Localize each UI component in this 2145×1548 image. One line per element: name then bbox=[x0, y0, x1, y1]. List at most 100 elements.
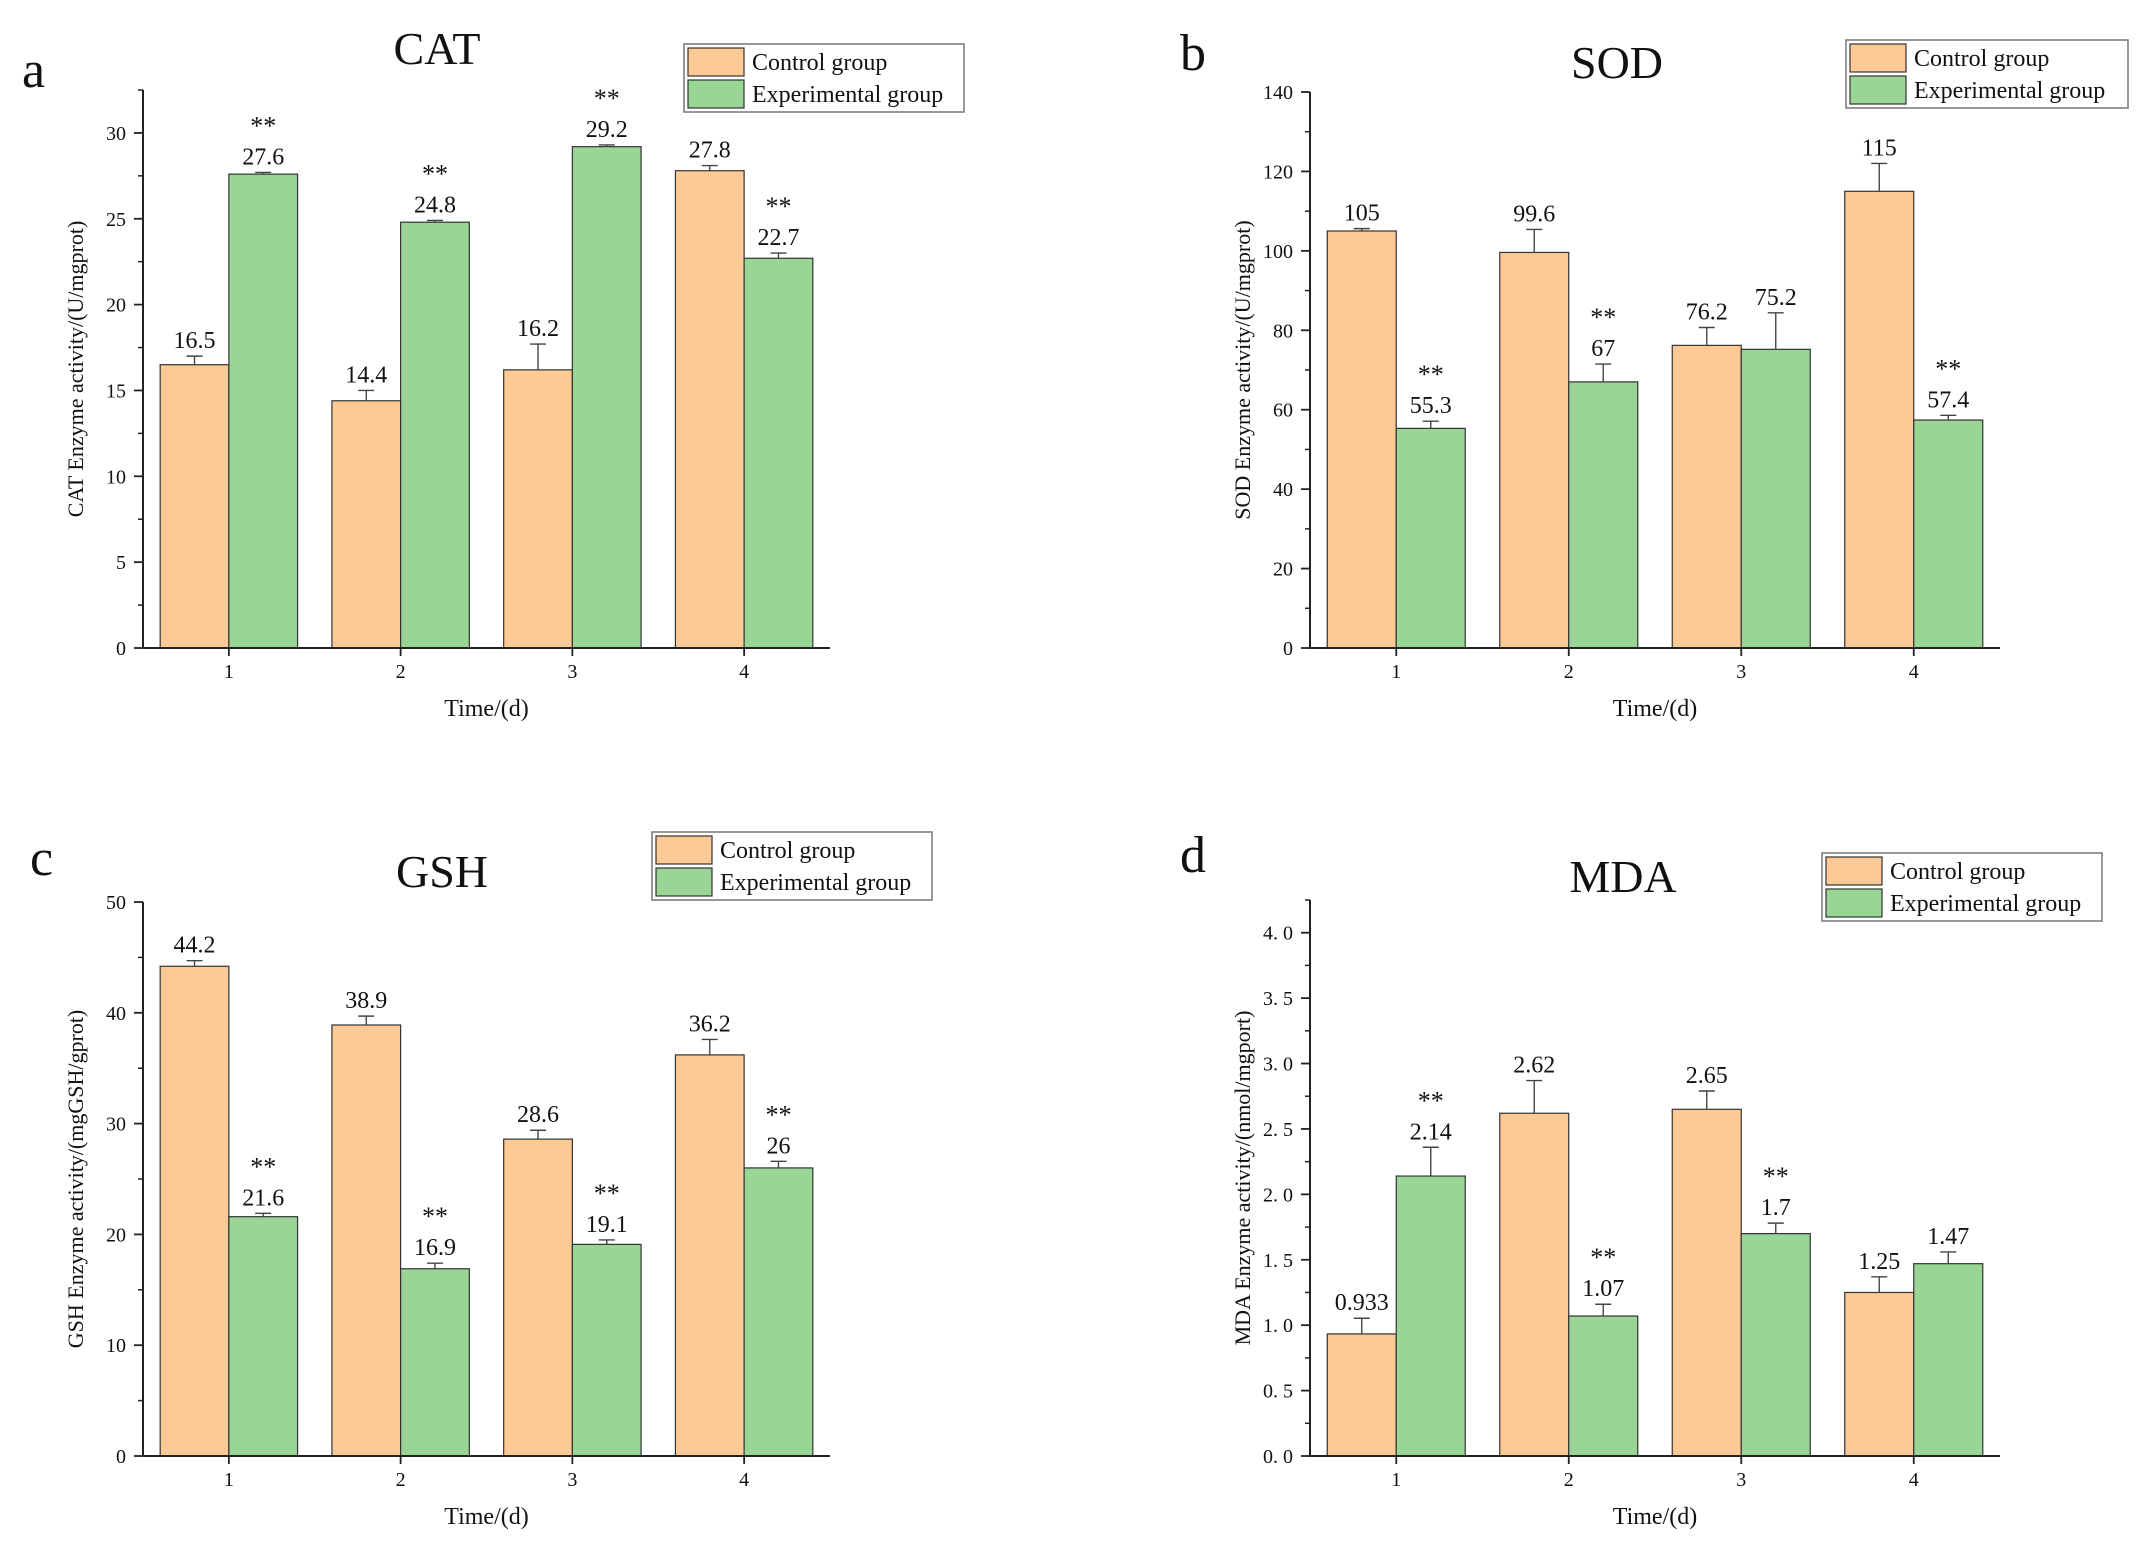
legend-label: Experimental group bbox=[1914, 78, 2105, 104]
x-tick-label: 1 bbox=[224, 661, 234, 683]
bar-experimental-day-4 bbox=[743, 1167, 814, 1457]
x-tick-label: 1 bbox=[1391, 661, 1401, 683]
error-bar bbox=[1595, 363, 1612, 382]
error-bar bbox=[1353, 227, 1370, 231]
error-bar bbox=[358, 1015, 375, 1025]
error-bar bbox=[701, 164, 718, 171]
y-tick-label: 5 bbox=[116, 552, 126, 574]
y-tick-label: 50 bbox=[106, 892, 126, 914]
value-label: 28.6 bbox=[517, 1102, 559, 1128]
bar-control-day-4 bbox=[674, 1054, 745, 1457]
error-bar bbox=[1767, 1222, 1784, 1234]
significance-mark: ** bbox=[1418, 360, 1444, 389]
bar-experimental-day-4 bbox=[1913, 419, 1984, 649]
y-tick-label: 100 bbox=[1263, 241, 1293, 263]
bar-experimental-day-4 bbox=[1913, 1263, 1984, 1457]
y-tick-label: 30 bbox=[106, 1114, 126, 1136]
value-label: 38.9 bbox=[345, 988, 387, 1014]
value-label: 16.2 bbox=[517, 316, 559, 342]
error-bar bbox=[598, 144, 615, 147]
bar-experimental-day-2 bbox=[400, 1268, 470, 1457]
y-tick-label: 1. 5 bbox=[1263, 1250, 1293, 1272]
x-axis-label: Time/(d) bbox=[1613, 1504, 1697, 1530]
significance-mark: ** bbox=[1590, 1243, 1616, 1272]
bar-experimental-day-3 bbox=[1740, 348, 1811, 649]
bar-experimental-day-3 bbox=[1740, 1232, 1811, 1457]
legend-label: Experimental group bbox=[752, 82, 943, 108]
error-bar bbox=[701, 1038, 718, 1055]
error-bar bbox=[770, 1160, 787, 1168]
legend-swatch-control bbox=[1849, 43, 1907, 73]
y-tick-label: 3. 5 bbox=[1263, 988, 1293, 1010]
bar-control-day-2 bbox=[1499, 251, 1570, 649]
y-tick-label: 0. 0 bbox=[1263, 1446, 1293, 1468]
y-axis-label: GSH Enzyme activity/(mgGSH/gprot) bbox=[63, 1010, 88, 1349]
legend: Control group Experimental group bbox=[1845, 39, 2129, 109]
bar-control-day-4 bbox=[1844, 190, 1915, 649]
value-label: 21.6 bbox=[242, 1185, 284, 1211]
chart-panel-d: d MDA 0. 0 0. 5 1. 0 1. 5 2. 0 2. 5 3. 0 3. 5 4. 0… bbox=[1180, 827, 2103, 1530]
value-label: 2.65 bbox=[1686, 1063, 1728, 1089]
value-label: 27.8 bbox=[689, 138, 731, 164]
significance-mark: ** bbox=[250, 1152, 276, 1181]
error-bar bbox=[1698, 1090, 1715, 1110]
bar-control-day-3 bbox=[503, 369, 573, 649]
y-tick-label: 80 bbox=[1273, 320, 1293, 342]
chart-panel-a: a CAT 0 5 10 15 20 25 30 CAT Enzyme activity/(U/m… bbox=[22, 23, 965, 722]
y-tick-label: 20 bbox=[106, 295, 126, 317]
value-label: 1.7 bbox=[1761, 1195, 1791, 1221]
value-label: 26 bbox=[766, 1133, 790, 1159]
y-axis-label: CAT Enzyme activity/(U/mgprot) bbox=[63, 221, 88, 518]
error-bar bbox=[530, 343, 547, 370]
error-bar bbox=[426, 219, 443, 223]
legend-swatch-experimental bbox=[1825, 888, 1883, 918]
x-axis-label: Time/(d) bbox=[1613, 696, 1697, 722]
legend-label: Control group bbox=[752, 50, 887, 76]
value-label: 1.47 bbox=[1927, 1224, 1969, 1250]
value-label: 14.4 bbox=[345, 362, 387, 388]
significance-mark: ** bbox=[1590, 303, 1616, 332]
value-label: 19.1 bbox=[586, 1212, 628, 1238]
legend: Control group Experimental group bbox=[1821, 852, 2103, 922]
error-bar bbox=[1767, 312, 1784, 350]
x-tick-label: 1 bbox=[1391, 1469, 1401, 1491]
significance-mark: ** bbox=[1935, 354, 1961, 383]
significance-mark: ** bbox=[594, 84, 620, 113]
x-tick-label: 4 bbox=[1909, 661, 1919, 683]
y-tick-label: 20 bbox=[1273, 559, 1293, 581]
error-bar bbox=[598, 1239, 615, 1245]
value-label: 0.933 bbox=[1335, 1290, 1389, 1316]
value-label: 22.7 bbox=[757, 225, 799, 251]
value-label: 1.25 bbox=[1858, 1249, 1900, 1275]
significance-mark: ** bbox=[1763, 1162, 1789, 1191]
value-label: 76.2 bbox=[1686, 300, 1728, 326]
panel-letter: d bbox=[1180, 827, 1206, 884]
chart-title: MDA bbox=[1569, 851, 1676, 902]
y-tick-label: 0 bbox=[1283, 638, 1293, 660]
value-label: 27.6 bbox=[242, 144, 284, 170]
legend-label: Control group bbox=[1890, 859, 2025, 885]
error-bar bbox=[1422, 1146, 1439, 1177]
value-label: 16.5 bbox=[174, 328, 216, 354]
bar-control-day-4 bbox=[1844, 1291, 1915, 1457]
x-axis-label: Time/(d) bbox=[444, 1504, 528, 1530]
value-label: 36.2 bbox=[689, 1011, 731, 1037]
x-tick-label: 3 bbox=[567, 1469, 577, 1491]
y-tick-label: 30 bbox=[106, 123, 126, 145]
y-tick-label: 120 bbox=[1263, 161, 1293, 183]
y-tick-label: 40 bbox=[1273, 479, 1293, 501]
chart-title: SOD bbox=[1571, 37, 1663, 88]
error-bar bbox=[1940, 414, 1957, 421]
x-tick-label: 4 bbox=[739, 1469, 749, 1491]
significance-mark: ** bbox=[765, 1100, 791, 1129]
x-tick-label: 3 bbox=[567, 661, 577, 683]
bar-control-day-4 bbox=[674, 170, 745, 649]
value-label: 105 bbox=[1344, 201, 1380, 227]
legend-swatch-control bbox=[655, 835, 713, 865]
y-tick-label: 60 bbox=[1273, 400, 1293, 422]
significance-mark: ** bbox=[422, 1202, 448, 1231]
legend-swatch-experimental bbox=[1849, 75, 1907, 105]
value-label: 55.3 bbox=[1410, 393, 1452, 419]
legend-label: Control group bbox=[1914, 46, 2049, 72]
